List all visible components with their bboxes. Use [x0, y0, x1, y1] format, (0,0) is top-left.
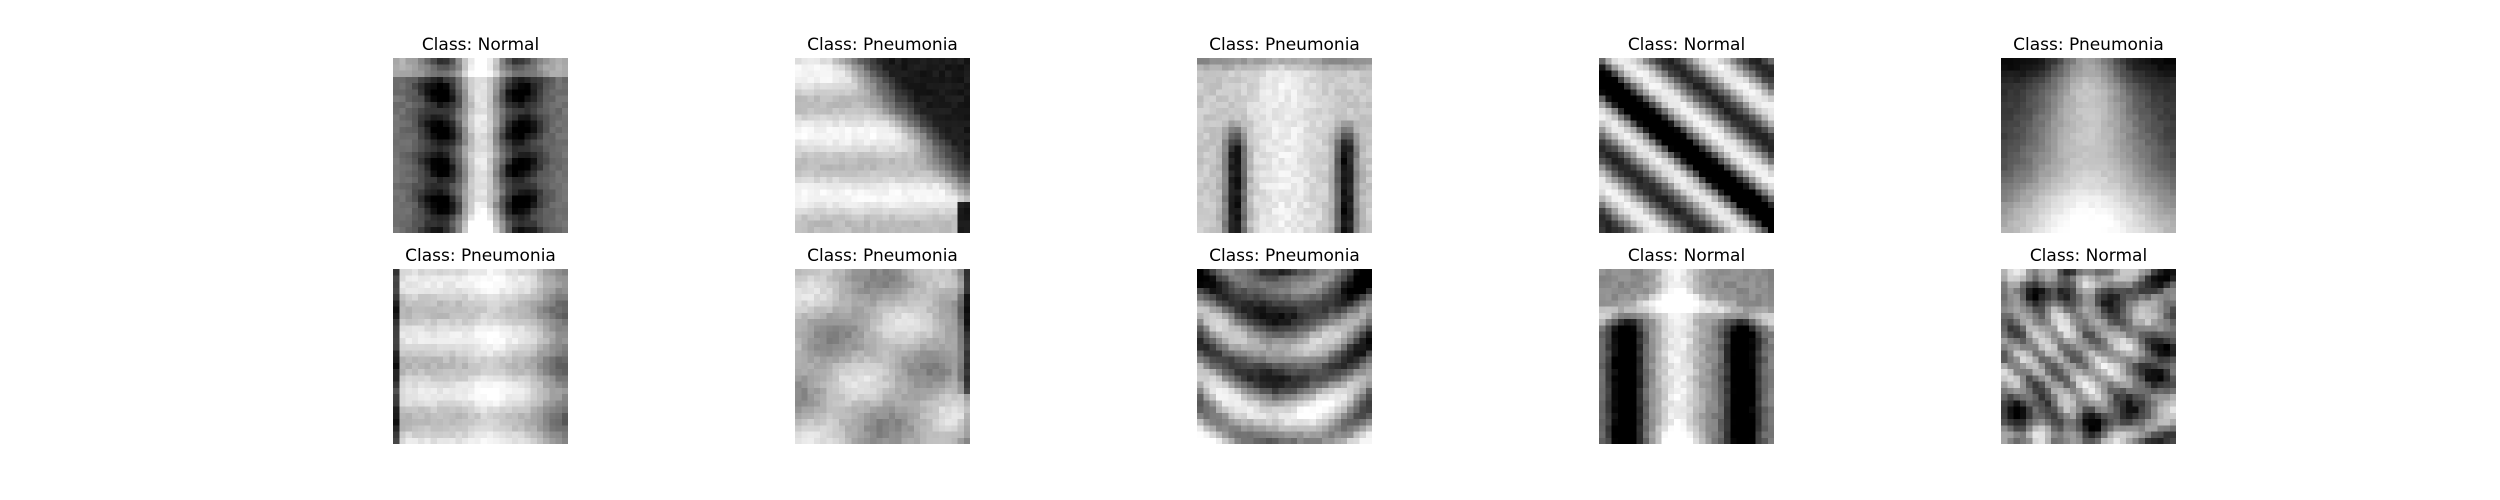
panel-title: Class: Pneumonia [1209, 35, 1360, 55]
panel-title: Class: Normal [2029, 246, 2148, 266]
xray-image [1599, 269, 1774, 444]
panel-title: Class: Normal [1627, 246, 1746, 266]
xray-image [2001, 269, 2176, 444]
panel-title: Class: Pneumonia [2013, 35, 2164, 55]
panel-title: Class: Pneumonia [807, 246, 958, 266]
xray-image [1599, 58, 1774, 233]
panel-title: Class: Pneumonia [405, 246, 556, 266]
xray-image [795, 269, 970, 444]
panel-title: Class: Pneumonia [1209, 246, 1360, 266]
panel-title: Class: Normal [421, 35, 540, 55]
xray-image [393, 58, 568, 233]
xray-image [1197, 269, 1372, 444]
panel-title: Class: Pneumonia [807, 35, 958, 55]
xray-image [1197, 58, 1372, 233]
xray-image [2001, 58, 2176, 233]
xray-image [393, 269, 568, 444]
xray-image [795, 58, 970, 233]
panel-title: Class: Normal [1627, 35, 1746, 55]
